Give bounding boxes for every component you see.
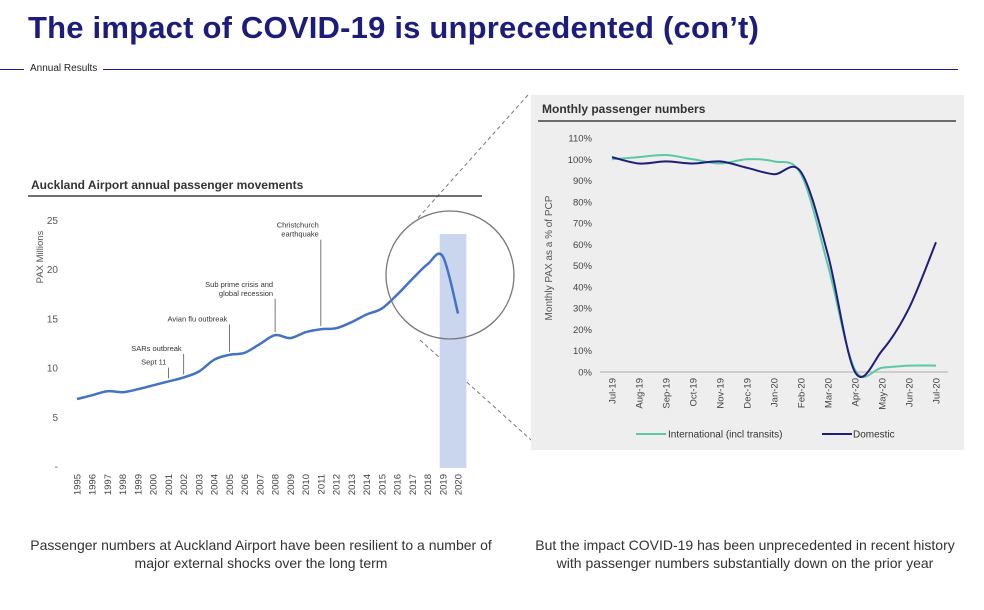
annual-x-tick: 2015	[377, 474, 388, 495]
monthly-y-tick: 60%	[573, 240, 593, 251]
annotation-label: Avian flu outbreak	[167, 314, 227, 323]
annual-x-tick: 2020	[454, 474, 465, 495]
section-divider	[0, 69, 958, 70]
annotation-label: global recession	[219, 289, 273, 298]
monthly-y-tick: 90%	[573, 176, 593, 187]
annual-x-tick: 2017	[408, 474, 419, 495]
monthly-chart-title: Monthly passenger numbers	[542, 102, 706, 116]
annual-x-tick: 1998	[118, 474, 129, 495]
monthly-x-tick: Dec-19	[743, 378, 754, 409]
monthly-x-tick: Mar-20	[824, 378, 835, 408]
annual-x-tick: 2013	[347, 474, 358, 495]
annual-x-tick: 2018	[423, 474, 434, 495]
annual-y-tick: 25	[47, 216, 59, 227]
annual-x-tick: 2019	[438, 474, 449, 495]
monthly-y-tick: 20%	[573, 325, 593, 336]
annual-y-axis-label: PAX Millions	[35, 230, 46, 283]
annual-x-tick: 2009	[286, 474, 297, 495]
annual-x-tick: 2003	[194, 474, 205, 495]
annual-x-tick: 2014	[362, 474, 373, 495]
monthly-y-tick: 80%	[573, 197, 593, 208]
annual-x-tick: 2006	[240, 474, 251, 495]
annual-x-tick: 2002	[179, 474, 190, 495]
annual-x-tick: 1997	[103, 474, 114, 495]
annual-y-tick: 5	[52, 413, 58, 424]
domestic-line	[611, 156, 937, 378]
annual-y-tick: -	[55, 462, 58, 473]
monthly-x-tick: Jan-20	[770, 378, 781, 407]
annual-x-tick: 1996	[88, 474, 99, 495]
annotation-label: Christchurch	[277, 221, 319, 230]
monthly-x-tick: Jul-19	[608, 378, 619, 404]
monthly-x-tick: Feb-20	[797, 378, 808, 408]
section-label: Annual Results	[24, 63, 104, 74]
monthly-x-tick: Aug-19	[635, 378, 646, 409]
monthly-y-tick: 110%	[568, 134, 592, 145]
annual-x-tick: 2007	[255, 474, 266, 495]
monthly-x-tick: Sep-19	[662, 378, 673, 409]
monthly-y-tick: 70%	[573, 219, 593, 230]
monthly-x-tick: Jul-20	[932, 378, 943, 404]
left-caption: Passenger numbers at Auckland Airport ha…	[30, 537, 492, 571]
monthly-x-tick: Oct-19	[689, 378, 700, 407]
annual-x-tick: 1999	[134, 474, 145, 495]
annual-x-tick: 2011	[316, 474, 327, 494]
zoom-connector-bottom	[419, 339, 541, 449]
annual-y-tick: 20	[47, 265, 59, 276]
right-caption: But the impact COVID-19 has been unprece…	[535, 537, 955, 571]
annotation-label: earthquake	[281, 230, 319, 239]
monthly-chart-panel	[531, 95, 964, 450]
annual-x-tick: 2005	[225, 474, 236, 495]
annual-y-tick: 10	[47, 364, 59, 375]
annual-x-tick: 2010	[301, 474, 312, 495]
monthly-x-tick: Apr-20	[851, 378, 862, 407]
legend-label: Domestic	[853, 430, 895, 441]
annual-x-tick: 2004	[210, 474, 221, 495]
annotation-label: SARs outbreak	[131, 344, 182, 353]
monthly-y-tick: 10%	[573, 346, 593, 357]
monthly-y-tick: 30%	[573, 304, 593, 315]
annual-y-tick: 15	[47, 314, 59, 325]
monthly-x-tick: Jun-20	[905, 378, 916, 407]
annual-x-tick: 1995	[73, 474, 84, 495]
monthly-x-tick: Nov-19	[716, 378, 727, 409]
monthly-y-tick: 0%	[578, 368, 592, 379]
legend-label: International (incl transits)	[668, 430, 783, 441]
monthly-x-tick: May-20	[878, 378, 889, 410]
annual-x-tick: 2016	[393, 474, 404, 495]
annual-x-tick: 2001	[164, 474, 175, 495]
annual-x-tick: 2000	[149, 474, 160, 495]
annotation-label: Sub prime crisis and	[205, 280, 273, 289]
monthly-y-axis-label: Monthly PAX as a % of PCP	[544, 195, 555, 320]
international-line	[611, 153, 937, 378]
annotation-label: Sept 11	[141, 358, 166, 367]
slide-title: The impact of COVID-19 is unprecedented …	[28, 10, 760, 45]
monthly-y-tick: 40%	[573, 282, 593, 293]
monthly-y-tick: 100%	[568, 155, 593, 166]
annual-x-tick: 2012	[332, 474, 343, 495]
annual-x-tick: 2008	[271, 474, 282, 495]
annual-chart-title: Auckland Airport annual passenger moveme…	[31, 178, 304, 192]
monthly-y-tick: 50%	[573, 261, 593, 272]
